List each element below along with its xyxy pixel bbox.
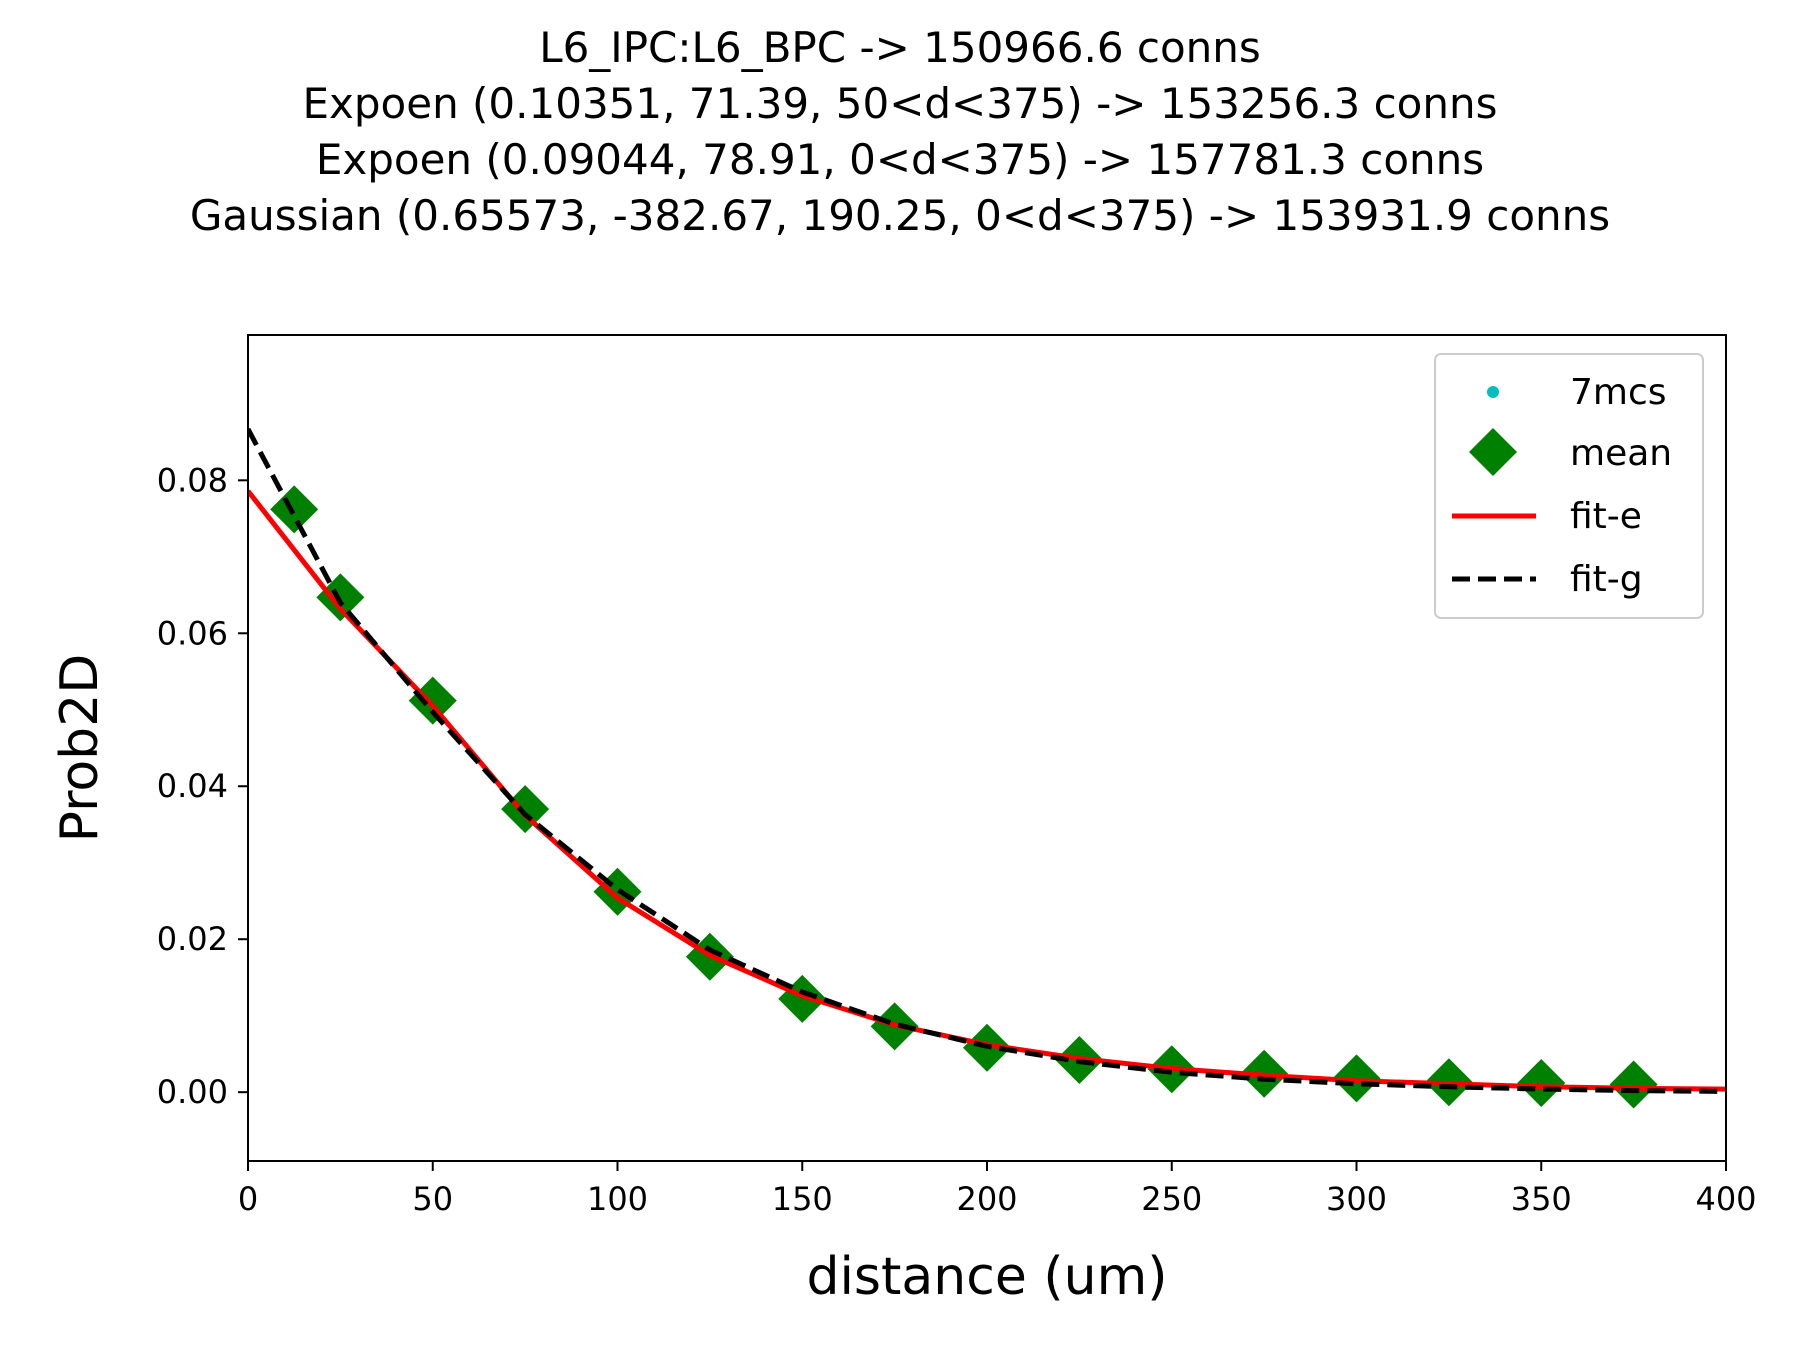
data-point-mean xyxy=(408,676,457,725)
axes-frame xyxy=(247,334,1727,1162)
y-axis-label: Prob2D xyxy=(50,654,110,843)
legend-marker-mean xyxy=(1469,428,1517,476)
x-tick-label: 400 xyxy=(1695,1180,1756,1218)
x-axis-label: distance (um) xyxy=(806,1247,1167,1307)
data-point-mean xyxy=(1609,1060,1658,1109)
title-line-4: Gaussian (0.65573, -382.67, 190.25, 0<d<… xyxy=(190,191,1610,240)
y-tick-label: 0.02 xyxy=(157,920,228,958)
data-point-mean xyxy=(1517,1058,1566,1107)
y-tick-label: 0.06 xyxy=(157,614,228,652)
plot-area xyxy=(248,427,1726,1109)
x-tick-label: 50 xyxy=(412,1180,453,1218)
legend-label-fit-g: fit-g xyxy=(1570,559,1643,600)
legend-label-fit-e: fit-e xyxy=(1570,496,1642,537)
legend-frame xyxy=(1434,353,1704,619)
y-tick-label: 0.00 xyxy=(157,1073,228,1111)
legend-label-mean: mean xyxy=(1570,433,1672,474)
x-tick-label: 200 xyxy=(956,1180,1017,1218)
x-tick-label: 150 xyxy=(772,1180,833,1218)
title-line-1: L6_IPC:L6_BPC -> 150966.6 conns xyxy=(539,23,1261,72)
data-point-mean xyxy=(316,573,365,622)
title-line-2: Expoen (0.10351, 71.39, 50<d<375) -> 153… xyxy=(302,79,1497,128)
series-line-fit-g xyxy=(248,427,1726,1094)
data-point-mean xyxy=(501,785,550,834)
x-tick-label: 300 xyxy=(1326,1180,1387,1218)
legend: 7mcs mean fit-e fit-g xyxy=(1434,353,1704,619)
legend-marker-7mcs xyxy=(1487,386,1499,398)
axis-ticks: 0 50 100 150 200 250 300 350 400 0.00 0.02 0.04 0.06… xyxy=(157,461,1757,1218)
data-point-mean xyxy=(270,485,319,534)
x-tick-label: 0 xyxy=(238,1180,258,1218)
legend-label-7mcs: 7mcs xyxy=(1570,372,1667,413)
x-tick-label: 250 xyxy=(1141,1180,1202,1218)
x-tick-label: 100 xyxy=(587,1180,648,1218)
title-line-3: Expoen (0.09044, 78.91, 0<d<375) -> 1577… xyxy=(316,135,1484,184)
y-tick-label: 0.08 xyxy=(157,461,228,499)
y-tick-label: 0.04 xyxy=(157,767,228,805)
chart-title: L6_IPC:L6_BPC -> 150966.6 conns Expoen (… xyxy=(190,23,1610,240)
x-tick-label: 350 xyxy=(1511,1180,1572,1218)
